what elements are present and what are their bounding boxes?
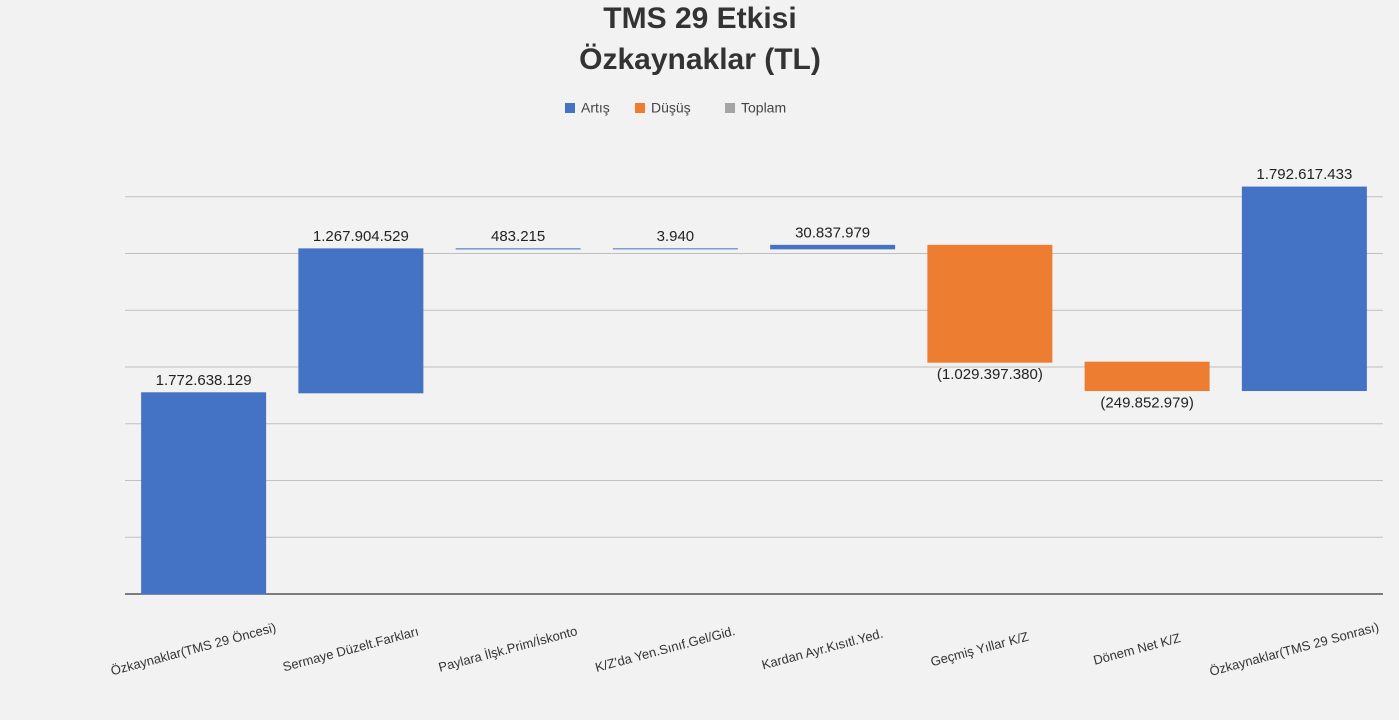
bar xyxy=(927,244,1053,363)
data-label: 3.940 xyxy=(657,228,695,245)
data-label: 1.267.904.529 xyxy=(313,228,409,245)
legend-swatch xyxy=(725,103,735,113)
data-label: (1.029.397.380) xyxy=(937,366,1043,383)
data-label: 30.837.979 xyxy=(795,224,870,241)
data-label: 483.215 xyxy=(491,228,545,245)
bar xyxy=(298,248,424,394)
chart-title: TMS 29 Etkisi xyxy=(603,2,796,35)
legend-swatch xyxy=(635,103,645,113)
bar xyxy=(770,244,896,250)
data-label: (249.852.979) xyxy=(1100,395,1193,412)
data-label: 1.792.617.433 xyxy=(1256,166,1352,183)
bar xyxy=(1241,186,1367,392)
legend-label: Toplam xyxy=(741,100,786,116)
bar xyxy=(1084,361,1210,392)
legend-swatch xyxy=(565,103,575,113)
legend-label: Düşüş xyxy=(651,100,691,116)
data-label: 1.772.638.129 xyxy=(156,372,252,389)
chart-subtitle: Özkaynaklar (TL) xyxy=(579,43,821,76)
legend-label: Artış xyxy=(581,100,610,116)
bar xyxy=(141,392,267,595)
